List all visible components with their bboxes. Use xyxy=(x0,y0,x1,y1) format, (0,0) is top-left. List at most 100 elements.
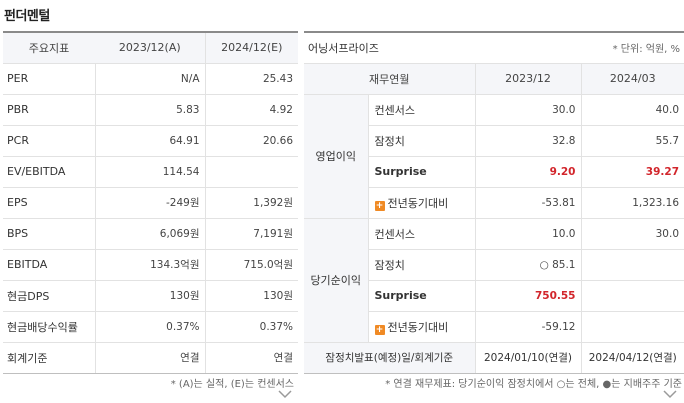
value-2024-03 xyxy=(581,311,684,343)
value-2023-12: -59.12 xyxy=(475,311,582,343)
table-row: 현금배당수익률 0.37% 0.37% xyxy=(3,311,298,343)
value-2024: 7,191원 xyxy=(205,218,298,250)
table-row: Surprise 9.20 39.27 xyxy=(304,156,684,188)
value-2023: -249원 xyxy=(95,187,206,219)
value-2023: 5.83 xyxy=(95,94,206,126)
value-2023: 연결 xyxy=(95,342,206,374)
row-label: EPS xyxy=(3,187,96,219)
value-2023: 6,069원 xyxy=(95,218,206,250)
row-label: PBR xyxy=(3,94,96,126)
row-label: EV/EBITDA xyxy=(3,156,96,188)
table-row: 당기순이익 컨센서스 10.0 30.0 xyxy=(304,218,684,343)
chevron-down-icon[interactable] xyxy=(663,389,677,399)
announcement-date-2024-03: 2024/04/12(연결) xyxy=(581,342,684,374)
row-label: 잠정치 xyxy=(368,125,476,157)
value-2024-03: 55.7 xyxy=(581,125,684,157)
column-header: 2024/03 xyxy=(581,63,684,95)
table-row: + 전년동기대비 -53.81 1,323.16 xyxy=(304,187,684,219)
value-2024-03 xyxy=(581,280,684,312)
earnings-surprise-table: 어닝서프라이즈 * 단위: 억원, % 재무연월 2023/12 2024/03… xyxy=(304,31,684,374)
value-2024 xyxy=(205,156,298,188)
row-label: BPS xyxy=(3,218,96,250)
column-header: 2023/12(A) xyxy=(95,32,206,64)
table-row: 영업이익 컨센서스 30.0 40.0 xyxy=(304,94,684,219)
row-label: EBITDA xyxy=(3,249,96,281)
value-2023-12: 10.0 xyxy=(475,218,582,250)
value-2023-12: -53.81 xyxy=(475,187,582,219)
value-2024: 715.0억원 xyxy=(205,249,298,281)
row-label: 컨센서스 xyxy=(368,218,476,250)
section-title: 펀더멘털 xyxy=(4,9,50,24)
value-2024-03: 1,323.16 xyxy=(581,187,684,219)
value-2023-12: 32.8 xyxy=(475,125,582,157)
column-header: 2023/12 xyxy=(475,63,582,95)
table-row: 잠정치 32.8 55.7 xyxy=(304,125,684,157)
row-label: 현금배당수익률 xyxy=(3,311,96,343)
table-row: EV/EBITDA 114.54 xyxy=(3,156,298,188)
row-label: 회계기준 xyxy=(3,342,96,374)
table-header-row: 재무연월 2023/12 2024/03 xyxy=(304,63,684,95)
row-label: PER xyxy=(3,63,96,95)
column-header: 재무연월 xyxy=(304,63,476,95)
earnings-surprise-header: 어닝서프라이즈 * 단위: 억원, % xyxy=(304,32,684,64)
chevron-down-icon[interactable] xyxy=(278,389,292,399)
row-label-expandable[interactable]: + 전년동기대비 xyxy=(368,187,476,219)
value-2024-03: 39.27 xyxy=(581,156,684,188)
value-2024-03: 40.0 xyxy=(581,94,684,126)
value-2024: 130원 xyxy=(205,280,298,312)
value-2024: 0.37% xyxy=(205,311,298,343)
plus-icon[interactable]: + xyxy=(374,324,385,335)
column-header: 주요지표 xyxy=(3,32,95,64)
company-label: 어닝서프라이즈 xyxy=(304,32,475,64)
announcement-date-2023-12: 2024/01/10(연결) xyxy=(475,342,582,374)
table-row: 현금DPS 130원 130원 xyxy=(3,280,298,312)
table-row: PCR 64.91 20.66 xyxy=(3,125,298,157)
group-label-net-income: 당기순이익 xyxy=(304,218,369,343)
table-row: EPS -249원 1,392원 xyxy=(3,187,298,219)
table-row: + 전년동기대비 -59.12 xyxy=(304,311,684,343)
plus-icon[interactable]: + xyxy=(374,200,385,211)
value-2023-12: 30.0 xyxy=(475,94,582,126)
value-2023: N/A xyxy=(95,63,206,95)
table-row: 잠정치 ○ 85.1 xyxy=(304,249,684,281)
table-row: Surprise 750.55 xyxy=(304,280,684,312)
key-indicators-table: 주요지표 2023/12(A) 2024/12(E) PER N/A 25.43… xyxy=(3,31,298,374)
value-2024: 25.43 xyxy=(205,63,298,95)
table-row: 회계기준 연결 연결 xyxy=(3,342,298,374)
footnote-left: * (A)는 실적, (E)는 컨센서스 xyxy=(170,379,294,390)
value-2024: 20.66 xyxy=(205,125,298,157)
row-label-text: 전년동기대비 xyxy=(387,320,449,334)
value-2023-12: 750.55 xyxy=(475,280,582,312)
value-2024-03 xyxy=(581,249,684,281)
unit-note: * 단위: 억원, % xyxy=(475,32,684,64)
value-2024: 1,392원 xyxy=(205,187,298,219)
announcement-date-label: 잠정치발표(예정)일/회계기준 xyxy=(304,342,476,374)
value-2023: 134.3억원 xyxy=(95,249,206,281)
row-label-text: 전년동기대비 xyxy=(387,196,449,210)
value-2023-12: ○ 85.1 xyxy=(475,249,582,281)
row-label: PCR xyxy=(3,125,96,157)
row-label-expandable[interactable]: + 전년동기대비 xyxy=(368,311,476,343)
column-header: 2024/12(E) xyxy=(205,32,298,64)
value-2023-12: 9.20 xyxy=(475,156,582,188)
table-row: PER N/A 25.43 xyxy=(3,63,298,95)
table-row: BPS 6,069원 7,191원 xyxy=(3,218,298,250)
row-label: Surprise xyxy=(368,280,476,312)
row-label: 잠정치 xyxy=(368,249,476,281)
table-row: PBR 5.83 4.92 xyxy=(3,94,298,126)
row-label: 컨센서스 xyxy=(368,94,476,126)
value-2024-03: 30.0 xyxy=(581,218,684,250)
row-label: 현금DPS xyxy=(3,280,96,312)
table-row: 잠정치발표(예정)일/회계기준 2024/01/10(연결) 2024/04/1… xyxy=(304,342,684,374)
value-2024: 연결 xyxy=(205,342,298,374)
value-2023: 114.54 xyxy=(95,156,206,188)
value-2023: 0.37% xyxy=(95,311,206,343)
value-2023: 64.91 xyxy=(95,125,206,157)
footnote-right: * 연결 재무제표: 당기순이익 잠정치에서 ○는 전체, ●는 지배주주 기준 xyxy=(385,379,682,390)
value-2023: 130원 xyxy=(95,280,206,312)
table-header-row: 주요지표 2023/12(A) 2024/12(E) xyxy=(3,32,298,64)
value-2024: 4.92 xyxy=(205,94,298,126)
group-label-operating-profit: 영업이익 xyxy=(304,94,369,219)
row-label: Surprise xyxy=(368,156,476,188)
table-row: EBITDA 134.3억원 715.0억원 xyxy=(3,249,298,281)
